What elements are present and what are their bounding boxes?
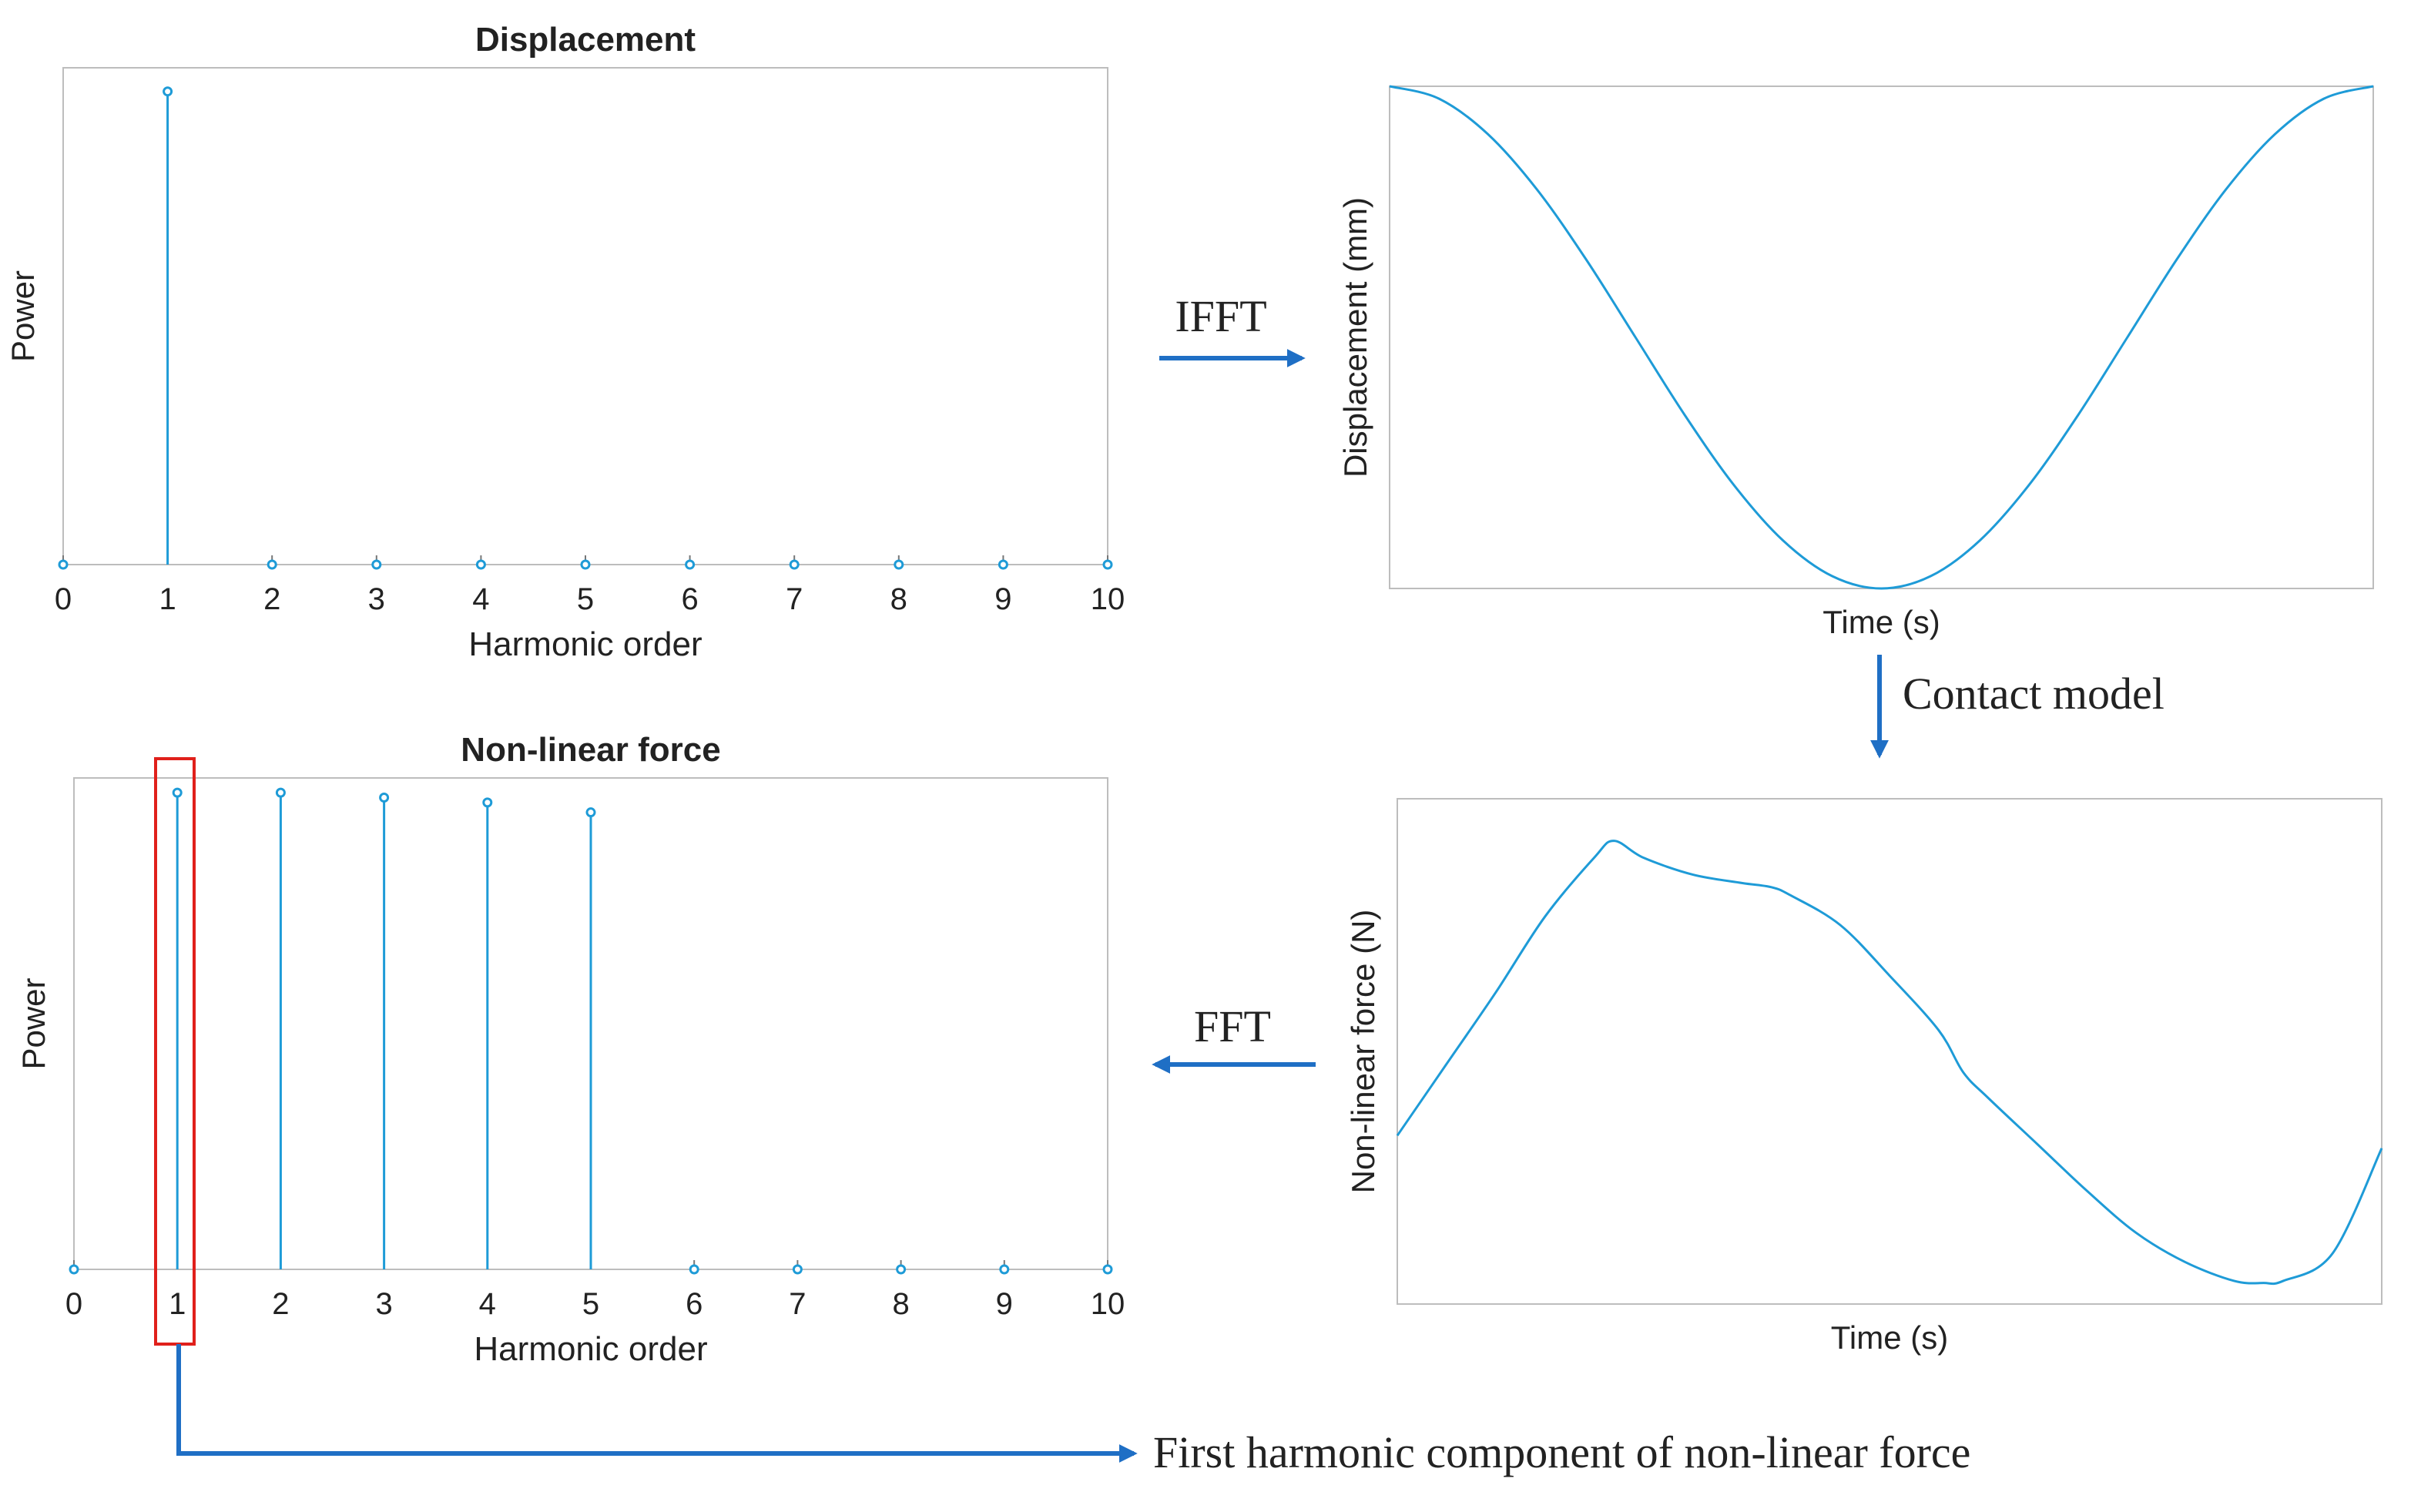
stem-marker — [58, 559, 69, 570]
series-line — [1389, 85, 2374, 590]
first-harmonic-arrow: First harmonic component of non-linear f… — [176, 1344, 1970, 1477]
stem-marker — [580, 559, 591, 570]
plot-area — [1397, 798, 2382, 1305]
x-tick-label: 5 — [582, 1287, 599, 1321]
x-tick-label: 8 — [890, 582, 907, 616]
x-tick-label: 3 — [375, 1287, 392, 1321]
stem-marker — [371, 559, 382, 570]
stem-marker — [475, 559, 486, 570]
stem-marker — [689, 1264, 699, 1275]
series-line — [1396, 840, 2383, 1286]
stem-marker — [999, 1264, 1010, 1275]
x-tick-label: 9 — [996, 1287, 1013, 1321]
stem-marker — [1102, 559, 1113, 570]
contact-model-arrow: Contact model — [1870, 655, 2165, 759]
nonlinear-force-spectrum-chart: Non-linear force Power 0 1 2 3 4 5 6 7 8 9 10 Harmoni… — [15, 731, 1125, 1368]
fft-arrow: FFT — [1152, 1001, 1316, 1074]
x-tick-label: 6 — [686, 1287, 703, 1321]
first-harmonic-highlight-box — [154, 757, 196, 1346]
y-axis-label: Power — [15, 977, 52, 1069]
stem-marker — [998, 559, 1008, 570]
x-tick-label: 3 — [368, 582, 385, 616]
plot-area — [1389, 85, 2374, 589]
stem-marker — [1102, 1264, 1113, 1275]
ifft-arrow: IFFT — [1159, 291, 1306, 367]
stem-marker — [163, 86, 173, 97]
nonlinear-force-time-chart: Non-linear force (N) Time (s) — [1345, 798, 2383, 1356]
stem-marker — [894, 559, 904, 570]
stem-marker — [585, 807, 596, 818]
stem-marker — [69, 1264, 79, 1275]
x-tick-label: 10 — [1091, 1287, 1125, 1321]
x-tick-label: 5 — [577, 582, 594, 616]
displacement-time-chart: Displacement (mm) Time (s) — [1337, 85, 2374, 640]
x-axis-label: Harmonic order — [468, 625, 702, 663]
x-tick-label: 1 — [169, 1287, 186, 1321]
x-tick-label: 4 — [472, 582, 489, 616]
stem-marker — [896, 1264, 907, 1275]
x-tick-label: 2 — [272, 1287, 289, 1321]
chart-title: Displacement — [475, 21, 696, 59]
stem-marker — [792, 1264, 803, 1275]
x-tick-label: 7 — [786, 582, 803, 616]
fft-label: FFT — [1194, 1001, 1271, 1051]
x-tick-label: 10 — [1091, 582, 1125, 616]
stem-marker — [789, 559, 800, 570]
displacement-spectrum-chart: Displacement Power 0 1 2 3 4 5 6 7 8 9 10 Harmonic or… — [5, 21, 1125, 663]
x-tick-label: 0 — [65, 1287, 82, 1321]
x-tick-label: 7 — [789, 1287, 806, 1321]
stem-marker — [379, 793, 390, 803]
plot-area — [62, 67, 1108, 565]
ifft-label: IFFT — [1175, 291, 1266, 341]
x-tick-label: 1 — [159, 582, 176, 616]
contact-model-label: Contact model — [1903, 669, 2165, 719]
y-axis-label: Displacement (mm) — [1337, 197, 1373, 478]
stem-marker — [172, 787, 183, 798]
x-tick-label: 0 — [55, 582, 72, 616]
x-axis-label: Harmonic order — [474, 1330, 707, 1368]
stem-marker — [267, 559, 277, 570]
x-tick-label: 2 — [263, 582, 280, 616]
y-axis-label: Power — [5, 270, 41, 362]
x-tick-label: 9 — [994, 582, 1011, 616]
x-axis-label: Time (s) — [1823, 604, 1940, 640]
x-tick-label: 4 — [479, 1287, 496, 1321]
first-harmonic-label: First harmonic component of non-linear f… — [1153, 1427, 1970, 1477]
x-tick-label: 8 — [892, 1287, 909, 1321]
x-tick-label: 6 — [681, 582, 698, 616]
x-axis-label: Time (s) — [1831, 1319, 1948, 1356]
stem-marker — [275, 787, 286, 798]
stem-marker — [685, 559, 696, 570]
stem-marker — [482, 797, 493, 808]
y-axis-label: Non-linear force (N) — [1345, 910, 1381, 1194]
chart-title: Non-linear force — [461, 731, 720, 769]
